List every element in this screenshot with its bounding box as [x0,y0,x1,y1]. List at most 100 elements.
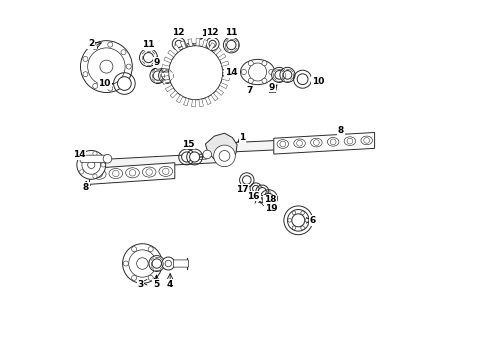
Text: 6: 6 [310,216,316,225]
Text: 12: 12 [172,28,185,37]
Circle shape [129,250,156,277]
Circle shape [93,152,97,156]
Circle shape [258,188,266,195]
Polygon shape [166,85,173,92]
Circle shape [252,185,259,192]
Circle shape [82,156,100,174]
Circle shape [214,145,235,167]
Circle shape [150,68,166,84]
Text: 11: 11 [225,28,238,37]
Text: 2: 2 [88,40,95,49]
Circle shape [243,176,251,184]
Ellipse shape [311,138,322,147]
Circle shape [129,170,136,176]
Circle shape [248,63,267,81]
Polygon shape [221,61,229,66]
Circle shape [301,226,304,230]
Text: 3: 3 [138,280,144,289]
Circle shape [364,138,369,143]
Circle shape [292,211,296,215]
Circle shape [118,77,131,90]
Circle shape [103,154,112,163]
Text: 8: 8 [338,126,344,135]
Polygon shape [216,88,223,95]
Text: 13: 13 [201,29,214,38]
Circle shape [159,68,174,84]
FancyBboxPatch shape [80,155,109,162]
Circle shape [146,169,152,175]
Polygon shape [180,41,186,49]
Text: 10: 10 [98,79,111,88]
Polygon shape [173,45,180,52]
Circle shape [137,258,148,269]
Circle shape [79,170,84,174]
Text: 1: 1 [239,133,245,142]
Circle shape [126,64,131,69]
Circle shape [121,78,126,84]
Polygon shape [168,50,175,57]
Circle shape [264,193,274,203]
Circle shape [203,150,212,159]
Polygon shape [232,136,371,152]
Circle shape [271,67,287,82]
Circle shape [156,261,162,266]
Circle shape [132,275,137,280]
FancyBboxPatch shape [173,260,189,267]
Text: 4: 4 [167,280,173,289]
Ellipse shape [109,168,122,179]
Polygon shape [90,163,175,184]
Polygon shape [162,73,169,76]
Circle shape [83,57,88,62]
Circle shape [242,69,246,75]
Circle shape [284,206,313,235]
Text: 9: 9 [269,83,275,92]
Circle shape [80,41,132,93]
Polygon shape [218,54,226,60]
Circle shape [262,61,267,66]
Circle shape [227,40,236,50]
Text: 14: 14 [73,150,86,159]
Polygon shape [199,99,203,107]
Circle shape [123,261,128,266]
Text: 15: 15 [182,140,195,149]
Polygon shape [192,99,196,107]
Circle shape [163,168,169,175]
Circle shape [149,256,165,271]
Text: 14: 14 [225,68,238,77]
Circle shape [88,161,95,168]
Polygon shape [176,95,183,103]
Circle shape [297,140,302,146]
Polygon shape [220,82,227,89]
Polygon shape [163,79,171,85]
Circle shape [297,74,308,85]
Circle shape [314,140,319,145]
Circle shape [108,42,113,47]
Circle shape [83,72,88,77]
Circle shape [181,58,211,87]
Ellipse shape [277,140,289,148]
Circle shape [152,259,162,268]
Circle shape [182,152,192,162]
Ellipse shape [125,168,139,178]
Circle shape [292,214,305,227]
Polygon shape [170,91,177,98]
Circle shape [175,40,182,48]
Polygon shape [209,42,215,50]
Circle shape [305,219,309,222]
Polygon shape [274,132,374,154]
FancyBboxPatch shape [187,44,197,50]
Polygon shape [162,64,170,69]
Polygon shape [202,40,208,48]
Circle shape [108,86,113,91]
Ellipse shape [241,59,275,85]
Circle shape [93,174,97,178]
Circle shape [347,138,353,144]
Circle shape [100,60,113,73]
Circle shape [288,219,292,222]
Circle shape [93,45,98,50]
Circle shape [140,49,157,67]
Circle shape [187,43,195,50]
Circle shape [275,71,284,79]
Text: 19: 19 [265,204,278,213]
Circle shape [88,48,125,85]
